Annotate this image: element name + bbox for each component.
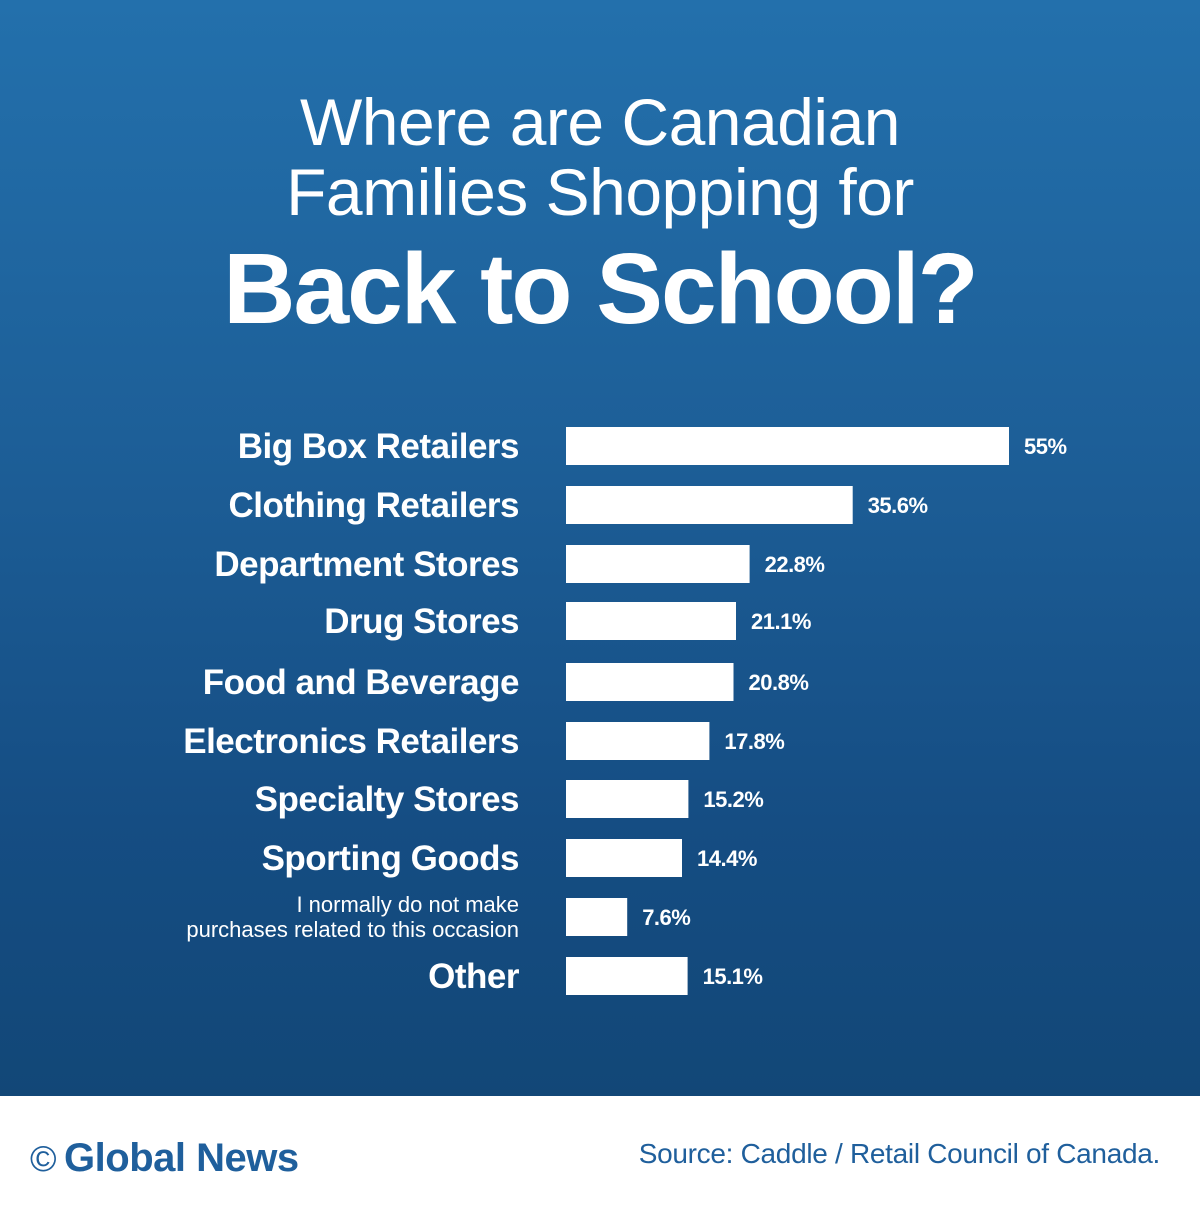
category-label-8-line-1: purchases related to this occasion xyxy=(186,917,519,942)
bar-8 xyxy=(566,898,628,936)
value-label-8: 7.6% xyxy=(642,905,690,930)
title-line-3: Back to School? xyxy=(223,233,978,345)
value-label-2: 22.8% xyxy=(765,552,825,577)
brand-name: Global News xyxy=(64,1136,299,1180)
category-label-5: Electronics Retailers xyxy=(183,722,519,761)
source-text: Source: Caddle / Retail Council of Canad… xyxy=(638,1138,1161,1169)
category-label-3: Drug Stores xyxy=(324,602,519,641)
category-label-6: Specialty Stores xyxy=(255,780,519,819)
title-line-1: Where are Canadian xyxy=(299,85,901,159)
bar-3 xyxy=(566,602,736,640)
category-label-7: Sporting Goods xyxy=(262,839,519,878)
bar-9 xyxy=(566,957,688,995)
bar-chart: Big Box Retailers 55% Clothing Retailers 35… xyxy=(0,0,1200,1096)
bar-6 xyxy=(566,780,689,818)
category-label-4: Food and Beverage xyxy=(203,663,519,702)
copyright-icon: © xyxy=(30,1138,57,1179)
bar-1 xyxy=(566,486,853,524)
value-label-1: 35.6% xyxy=(868,493,928,518)
title-line-2: Families Shopping for xyxy=(286,155,914,229)
brand: © Global News xyxy=(30,1136,299,1181)
value-label-4: 20.8% xyxy=(749,670,809,695)
value-label-7: 14.4% xyxy=(697,846,757,871)
category-label-2: Department Stores xyxy=(214,545,519,584)
bar-0 xyxy=(566,427,1009,465)
bar-7 xyxy=(566,839,682,877)
value-label-9: 15.1% xyxy=(703,964,763,989)
value-label-6: 15.2% xyxy=(703,787,763,812)
footer xyxy=(0,1096,1200,1216)
value-label-3: 21.1% xyxy=(751,609,811,634)
category-label-1: Clothing Retailers xyxy=(229,486,520,525)
bar-5 xyxy=(566,722,710,760)
value-label-5: 17.8% xyxy=(724,729,784,754)
bar-2 xyxy=(566,545,750,583)
category-label-8-line-0: I normally do not make xyxy=(296,892,519,917)
value-label-0: 55% xyxy=(1024,434,1067,459)
category-label-0: Big Box Retailers xyxy=(238,427,519,466)
category-label-9: Other xyxy=(428,957,520,996)
bar-4 xyxy=(566,663,734,701)
category-label-8: I normally do not make purchases related … xyxy=(186,892,519,942)
